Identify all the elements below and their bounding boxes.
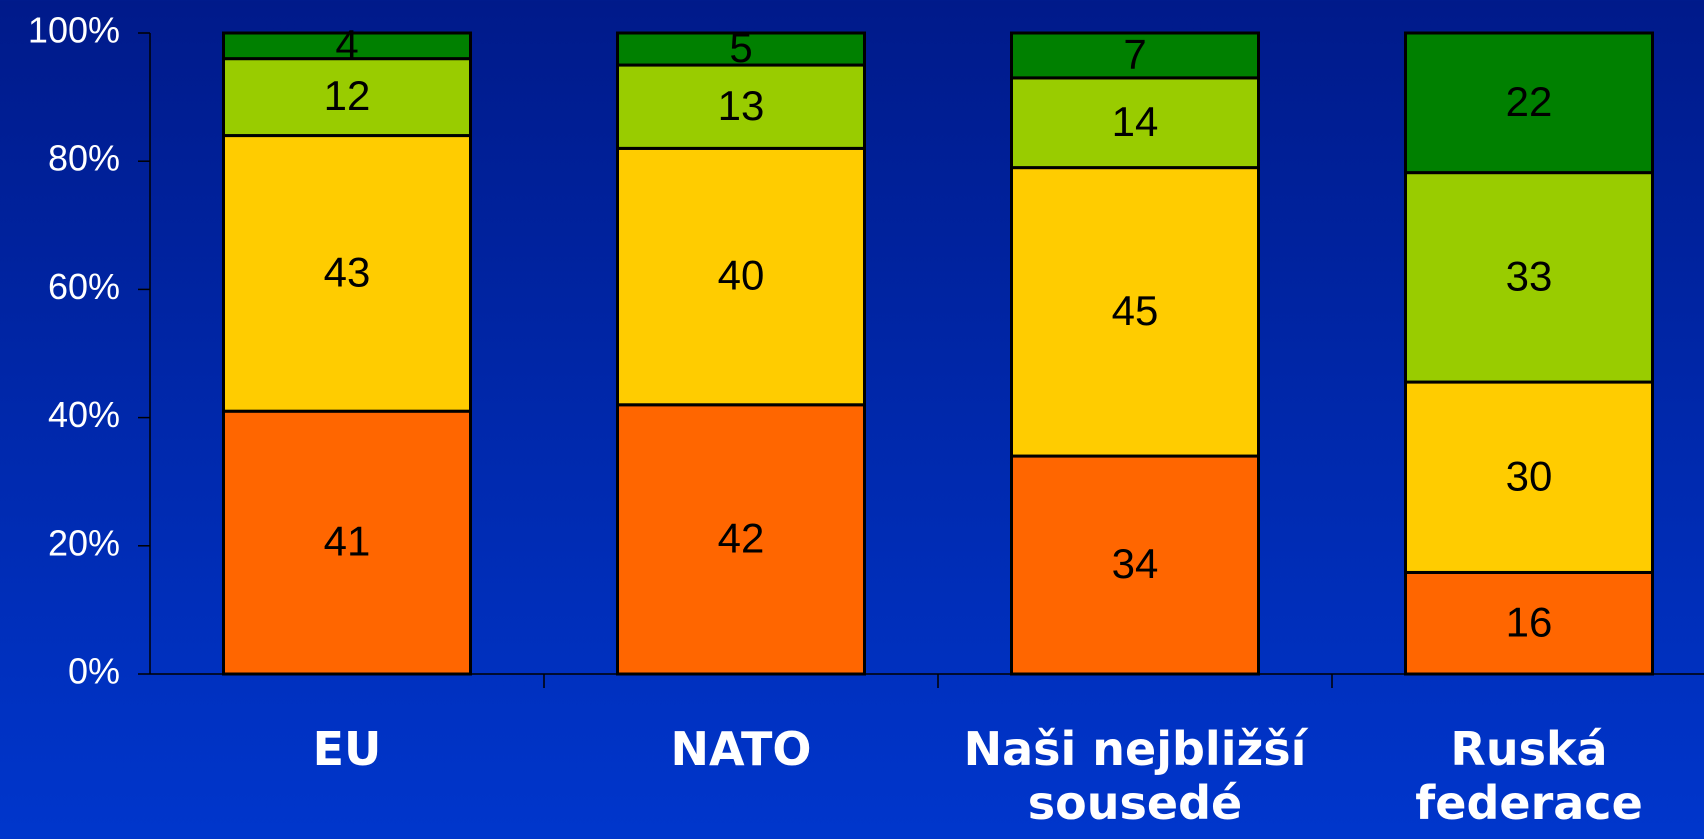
- data-label: 7: [1123, 31, 1146, 78]
- x-tick-label: Ruská federace: [1415, 722, 1643, 830]
- bar-segment: [222, 409, 472, 676]
- data-label: 12: [324, 72, 371, 119]
- data-label: 41: [324, 518, 371, 565]
- bar-segment: [222, 134, 472, 413]
- data-label: 45: [1112, 287, 1159, 334]
- bar-segment: [222, 57, 472, 138]
- bar-segment: [1010, 31, 1260, 80]
- x-tick-label: EU: [312, 722, 382, 776]
- bar-segment: [616, 403, 866, 676]
- y-tick-label: 80%: [48, 138, 120, 179]
- data-label: 14: [1112, 98, 1159, 145]
- bar-segment: [616, 31, 866, 67]
- data-label: 22: [1506, 78, 1553, 125]
- y-tick-label: 20%: [48, 522, 120, 563]
- x-tick-label: NATO: [670, 722, 812, 776]
- data-label: 42: [718, 514, 765, 561]
- y-tick-label: 60%: [48, 266, 120, 307]
- data-label: 40: [718, 252, 765, 299]
- bar-segment: [1010, 166, 1260, 458]
- y-tick-label: 0%: [68, 651, 120, 692]
- y-tick-label: 100%: [28, 10, 120, 51]
- data-label: 4: [335, 21, 358, 68]
- y-tick-label: 40%: [48, 394, 120, 435]
- data-label: 33: [1506, 252, 1553, 299]
- bar-segment: [1010, 454, 1260, 676]
- data-label: 5: [729, 24, 752, 71]
- bar-segment: [1404, 570, 1654, 676]
- bar-segment: [1404, 171, 1654, 384]
- x-tick-label: Naši nejbližší sousedé: [963, 722, 1307, 830]
- bar-segment: [1010, 76, 1260, 170]
- data-label: 30: [1506, 452, 1553, 499]
- data-label: 13: [718, 82, 765, 129]
- data-label: 43: [324, 248, 371, 295]
- data-label: 34: [1112, 540, 1159, 587]
- bar-segment: [1404, 31, 1654, 175]
- data-label: 16: [1506, 598, 1553, 645]
- bar-segment: [222, 31, 472, 61]
